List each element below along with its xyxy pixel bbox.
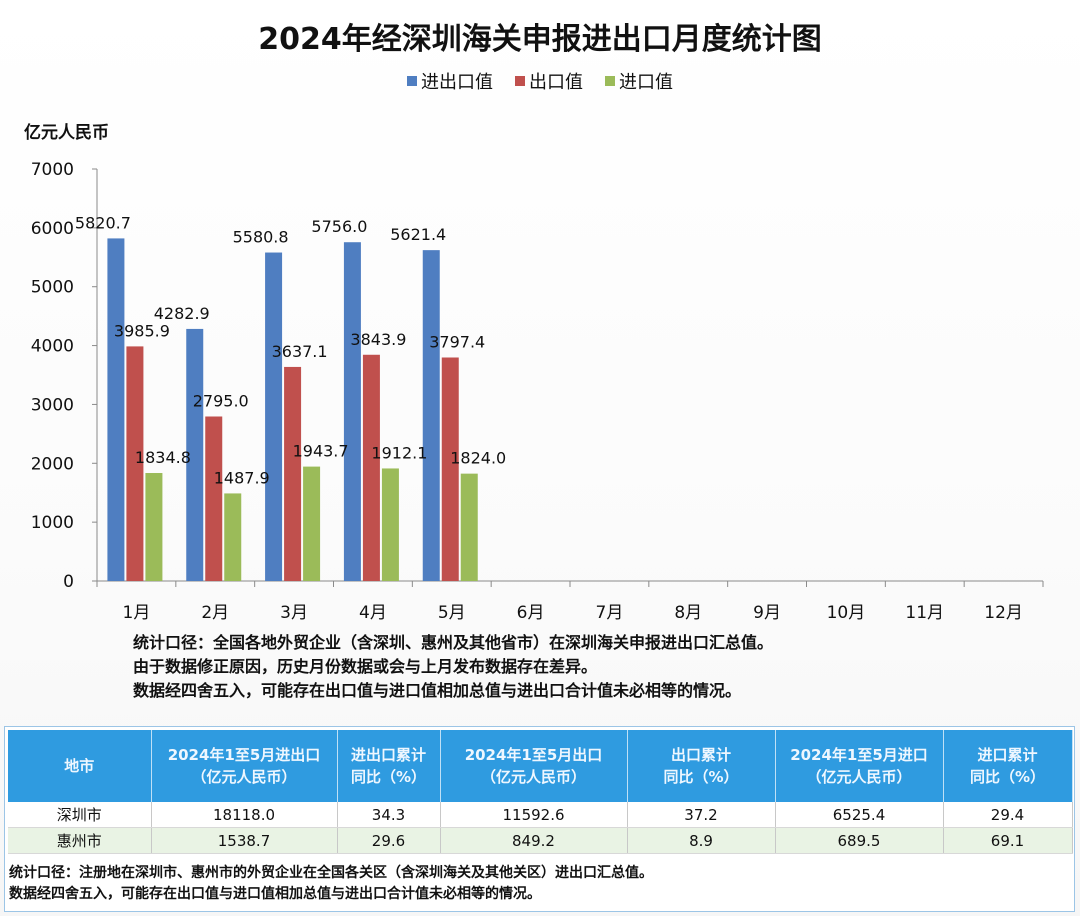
y-axis-label: 亿元人民币 (24, 123, 109, 143)
x-tick-label: 6月 (517, 603, 545, 623)
data-table-panel: 地市 2024年1至5月进出口 （亿元人民币） 进出口累计 同比（%） 2024年1… (4, 726, 1075, 912)
bar (126, 346, 144, 581)
table-cell: 深圳市 (8, 802, 152, 828)
x-tick-label: 2月 (201, 603, 229, 623)
table-row: 惠州市 1538.7 29.6 849.2 8.9 689.5 69.1 (8, 827, 1073, 854)
table-header-cell: 2024年1至5月出口 （亿元人民币） (440, 730, 628, 802)
y-tick-label: 2000 (31, 454, 74, 474)
legend-item-import: 进口值 (605, 68, 673, 94)
table-cell: 849.2 (440, 827, 628, 854)
x-tick-label: 12月 (984, 603, 1023, 623)
table-cell: 8.9 (627, 827, 776, 854)
legend-swatch-total (407, 76, 417, 86)
bar (362, 354, 380, 581)
bar (441, 357, 459, 581)
table-header-cell: 出口累计 同比（%） (627, 730, 776, 802)
table-notes: 统计口径：注册地在深圳市、惠州市的外贸企业在全国各关区（含深圳海关及其他关区）进… (9, 863, 653, 905)
x-tick-label: 5月 (438, 603, 466, 623)
table-header-cell: 地市 (8, 730, 152, 802)
bar-value-label: 1943.7 (293, 442, 349, 461)
bar-value-label: 5756.0 (311, 217, 367, 236)
table-header-cell: 2024年1至5月进出口 （亿元人民币） (151, 730, 338, 802)
table-cell: 34.3 (337, 802, 441, 828)
legend-item-export: 出口值 (515, 68, 583, 94)
table-cell: 11592.6 (440, 802, 628, 828)
bar-value-label: 1912.1 (371, 443, 427, 462)
data-table: 地市 2024年1至5月进出口 （亿元人民币） 进出口累计 同比（%） 2024年1… (8, 730, 1073, 854)
bar-value-label: 1487.9 (214, 468, 270, 487)
table-cell: 29.4 (943, 802, 1073, 828)
table-cell: 1538.7 (151, 827, 338, 854)
bar-value-label: 4282.9 (154, 304, 210, 323)
bar-value-label: 2795.0 (193, 391, 249, 410)
table-header-cell: 进出口累计 同比（%） (337, 730, 441, 802)
bar (145, 473, 163, 581)
table-header-cell: 进口累计 同比（%） (943, 730, 1073, 802)
x-tick-label: 11月 (905, 603, 944, 623)
y-tick-label: 7000 (31, 160, 74, 180)
legend-swatch-import (605, 76, 615, 86)
x-tick-label: 3月 (280, 603, 308, 623)
bar-value-label: 5580.8 (233, 228, 289, 247)
x-tick-label: 10月 (827, 603, 866, 623)
bar-value-label: 5621.4 (390, 225, 446, 244)
table-header-cell: 2024年1至5月进口 （亿元人民币） (775, 730, 944, 802)
bar (343, 242, 361, 581)
x-tick-label: 4月 (359, 603, 387, 623)
chart-note-line: 由于数据修正原因，历史月份数据或会与上月发布数据存在差异。 (133, 657, 598, 676)
bar-value-label: 3843.9 (350, 330, 406, 349)
bar (107, 238, 125, 581)
legend-item-total: 进出口值 (407, 68, 493, 94)
bar (186, 328, 204, 581)
y-tick-label: 6000 (31, 219, 74, 239)
bar-value-label: 1834.8 (135, 448, 191, 467)
legend-label-export: 出口值 (529, 72, 583, 93)
y-tick-label: 1000 (31, 513, 74, 533)
bar (205, 416, 223, 581)
table-cell: 惠州市 (8, 827, 152, 854)
bar (265, 252, 283, 581)
bar (284, 366, 302, 581)
table-row: 深圳市 18118.0 34.3 11592.6 37.2 6525.4 29.… (8, 802, 1073, 828)
table-cell: 37.2 (627, 802, 776, 828)
y-tick-label: 5000 (31, 278, 74, 298)
table-cell: 69.1 (943, 827, 1073, 854)
chart-note-line: 统计口径：全国各地外贸企业（含深圳、惠州及其他省市）在深圳海关申报进出口汇总值。 (133, 633, 774, 652)
y-tick-label: 3000 (31, 395, 74, 415)
bar-value-label: 3797.4 (429, 332, 485, 351)
legend-swatch-export (515, 76, 525, 86)
chart-title: 2024年经深圳海关申报进出口月度统计图 (258, 22, 822, 57)
x-tick-label: 1月 (123, 603, 151, 623)
legend-label-total: 进出口值 (421, 72, 493, 93)
chart-notes: 统计口径：全国各地外贸企业（含深圳、惠州及其他省市）在深圳海关申报进出口汇总值。… (133, 631, 773, 703)
table-note-line: 数据经四舍五入，可能存在出口值与进口值相加总值与进出口合计值未必相等的情况。 (9, 886, 541, 902)
table-cell: 689.5 (775, 827, 944, 854)
bar-chart: 0 1000 2000 3000 4000 5000 6000 7000 1月 2月 3月 4月 5月 6… (31, 160, 1044, 623)
bar (422, 250, 440, 582)
table-cell: 6525.4 (775, 802, 944, 828)
x-tick-label: 7月 (596, 603, 624, 623)
table-cell: 29.6 (337, 827, 441, 854)
legend-label-import: 进口值 (619, 72, 673, 93)
table-note-line: 统计口径：注册地在深圳市、惠州市的外贸企业在全国各关区（含深圳海关及其他关区）进… (9, 865, 653, 881)
bar-value-label: 5820.7 (75, 213, 131, 232)
table-header-row: 地市 2024年1至5月进出口 （亿元人民币） 进出口累计 同比（%） 2024年1… (8, 730, 1073, 802)
chart-legend: 进出口值 出口值 进口值 (0, 68, 1080, 94)
bar (381, 468, 399, 581)
bar (303, 466, 321, 581)
table-cell: 18118.0 (151, 802, 338, 828)
chart-note-line: 数据经四舍五入，可能存在出口值与进口值相加总值与进出口合计值未必相等的情况。 (133, 681, 742, 700)
bar-value-label: 3637.1 (272, 342, 328, 361)
y-tick-label: 0 (63, 572, 74, 592)
bar (224, 493, 242, 581)
bar-value-label: 3985.9 (114, 321, 170, 340)
bar (460, 473, 478, 581)
bar-value-label: 1824.0 (450, 449, 506, 468)
x-tick-label: 8月 (674, 603, 702, 623)
y-tick-label: 4000 (31, 337, 74, 357)
x-tick-label: 9月 (753, 603, 781, 623)
